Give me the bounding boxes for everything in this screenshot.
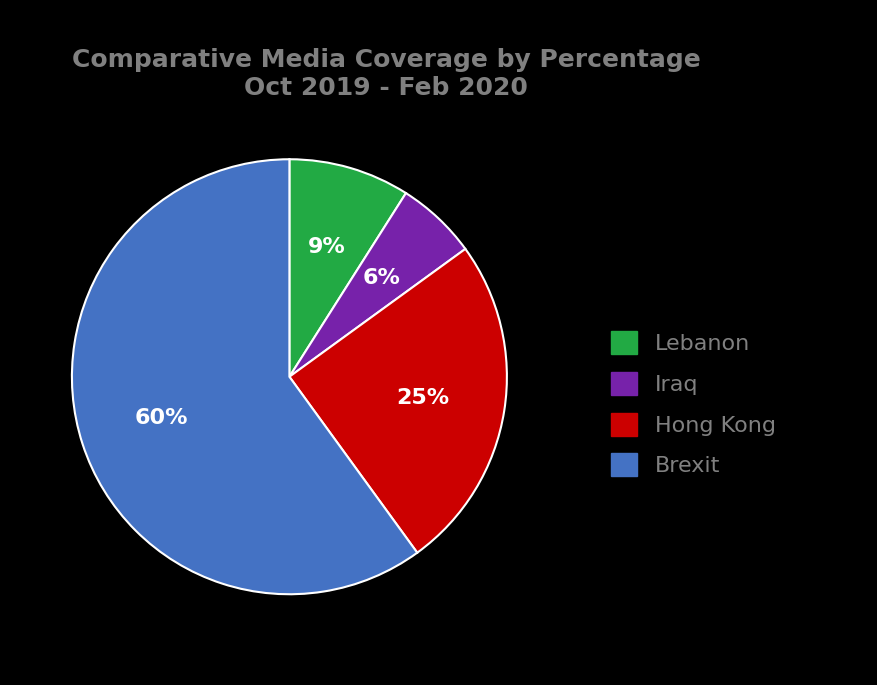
Text: 60%: 60% xyxy=(134,408,188,428)
Wedge shape xyxy=(289,193,466,377)
Text: 25%: 25% xyxy=(396,388,449,408)
Legend: Lebanon, Iraq, Hong Kong, Brexit: Lebanon, Iraq, Hong Kong, Brexit xyxy=(600,321,788,488)
Text: 6%: 6% xyxy=(363,269,401,288)
Wedge shape xyxy=(72,159,417,595)
Text: Comparative Media Coverage by Percentage
Oct 2019 - Feb 2020: Comparative Media Coverage by Percentage… xyxy=(72,48,700,100)
Text: 9%: 9% xyxy=(308,237,346,258)
Wedge shape xyxy=(289,249,507,553)
Wedge shape xyxy=(289,159,406,377)
